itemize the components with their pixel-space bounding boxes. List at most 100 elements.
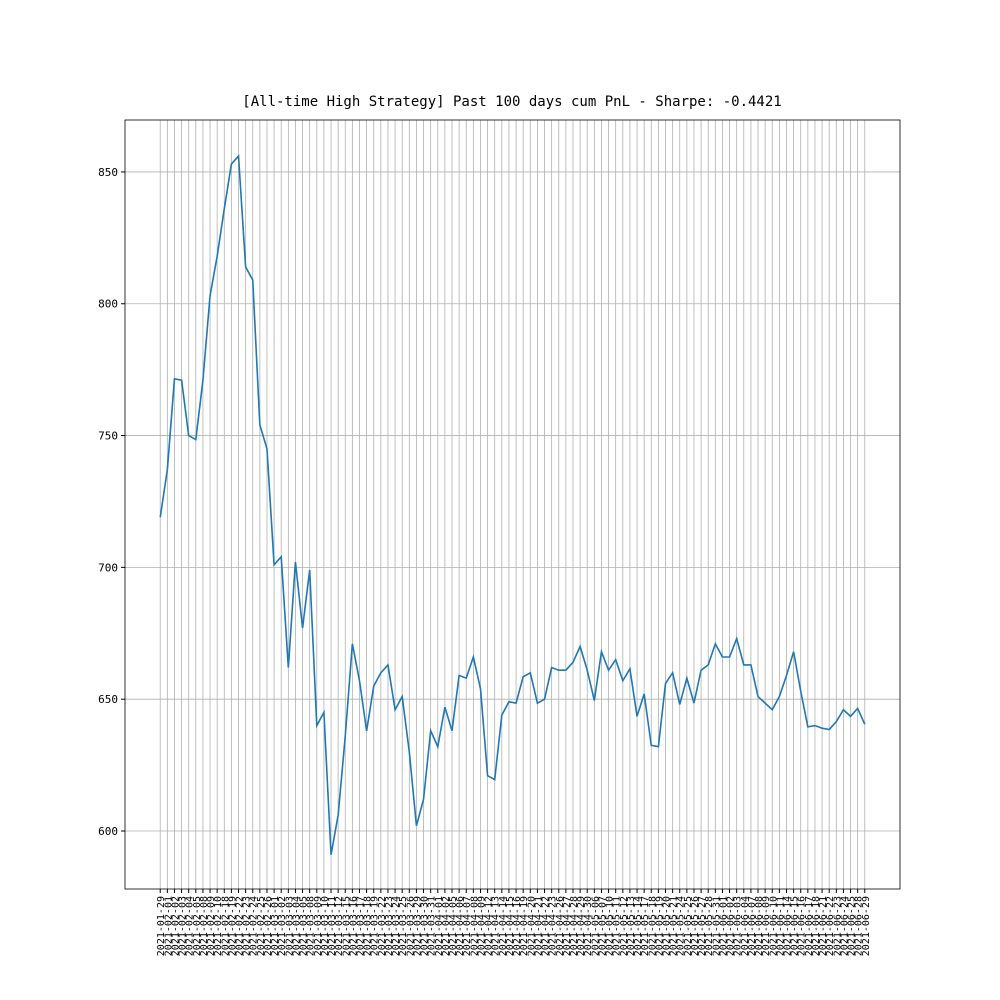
x-tick-label: 2021-06-15 — [790, 896, 801, 956]
x-tick-label: 2021-03-10 — [320, 896, 331, 956]
x-tick-label: 2021-03-31 — [427, 896, 438, 956]
y-tick-label: 650 — [98, 693, 118, 706]
y-tick-label: 750 — [98, 430, 118, 443]
x-tick-label: 2021-03-23 — [384, 896, 395, 956]
x-tick-label: 2021-04-16 — [512, 896, 523, 956]
x-tick-label: 2021-02-22 — [235, 896, 246, 956]
x-tick-label: 2021-05-31 — [711, 896, 722, 956]
x-tick-label: 2021-04-23 — [548, 896, 559, 956]
line — [159, 154, 866, 855]
x-tick-label: 2021-04-19 — [519, 896, 530, 956]
x-tick-label: 2021-04-29 — [576, 896, 587, 956]
x-tick-label: 2021-03-19 — [370, 896, 381, 956]
x-tick-label: 2021-06-14 — [782, 896, 793, 956]
x-tick-label: 2021-02-03 — [178, 896, 189, 956]
x-tick-label: 2021-04-05 — [448, 896, 459, 956]
x-tick-label: 2021-06-11 — [775, 896, 786, 956]
x-tick-label: 2021-06-08 — [754, 896, 765, 956]
x-tick-label: 2021-06-29 — [861, 896, 872, 956]
x-tick-label: 2021-04-08 — [469, 896, 480, 956]
x-tick-label: 2021-05-28 — [704, 896, 715, 956]
x-tick-label: 2021-06-02 — [726, 896, 737, 956]
x-tick-label: 2021-02-23 — [242, 896, 253, 956]
x-tick-label: 2021-04-12 — [484, 896, 495, 956]
x-tick-label: 2021-05-12 — [619, 896, 630, 956]
x-tick-label: 2021-04-22 — [541, 896, 552, 956]
chart-title: [All-time High Strategy] Past 100 days c… — [242, 94, 781, 110]
x-tick-label: 2021-03-01 — [270, 896, 281, 956]
plot-frame — [124, 119, 901, 890]
y-tick-label: 850 — [98, 166, 118, 179]
y-tick-label: 600 — [98, 825, 118, 838]
x-tick-label: 2021-06-28 — [854, 896, 865, 956]
x-tick-label: 2021-02-02 — [170, 896, 181, 956]
x-tick-label: 2021-02-01 — [163, 896, 174, 956]
x-tick-label: 2021-06-01 — [718, 896, 729, 956]
x-tick-label: 2021-04-06 — [455, 896, 466, 956]
x-tick-label: 2021-03-15 — [341, 896, 352, 956]
x-tick-label: 2021-03-16 — [348, 896, 359, 956]
x-tick-label: 2021-02-10 — [213, 896, 224, 956]
x-tick-label: 2021-03-29 — [412, 896, 423, 956]
x-tick-label: 2021-02-05 — [192, 896, 203, 956]
x-tick-label: 2021-05-17 — [640, 896, 651, 956]
x-tick-label: 2021-06-18 — [811, 896, 822, 956]
x-tick-label: 2021-05-20 — [662, 896, 673, 956]
x-tick-label: 2021-03-04 — [291, 896, 302, 956]
x-tick-label: 2021-04-20 — [526, 896, 537, 956]
x-tick-label: 2021-05-25 — [683, 896, 694, 956]
x-tick-label: 2021-05-24 — [676, 896, 687, 956]
x-tick-label: 2021-03-05 — [299, 896, 310, 956]
y-tick-label: 700 — [98, 561, 118, 574]
x-tick-label: 2021-01-29 — [156, 896, 167, 956]
x-tick-label: 2021-06-16 — [797, 896, 808, 956]
x-tick-label: 2021-04-30 — [583, 896, 594, 956]
x-tick-label: 2021-02-19 — [227, 896, 238, 956]
x-tick-label: 2021-05-10 — [605, 896, 616, 956]
x-tick-label: 2021-05-26 — [690, 896, 701, 956]
x-tick-label: 2021-04-13 — [491, 896, 502, 956]
x-tick-label: 2021-06-17 — [804, 896, 815, 956]
x-tick-label: 2021-05-06 — [590, 896, 601, 956]
x-tick-label: 2021-05-19 — [654, 896, 665, 956]
x-tick-label: 2021-03-02 — [277, 896, 288, 956]
x-tick-label: 2021-06-07 — [747, 896, 758, 956]
x-tick-label: 2021-06-23 — [832, 896, 843, 956]
x-tick-label: 2021-03-24 — [391, 896, 402, 956]
x-tick-label: 2021-02-04 — [185, 896, 196, 956]
x-tick-label: 2021-02-18 — [220, 896, 231, 956]
x-tick-label: 2021-02-25 — [256, 896, 267, 956]
x-tick-label: 2021-06-21 — [818, 896, 829, 956]
x-tick-label: 2021-05-14 — [633, 896, 644, 956]
x-tick-label: 2021-04-01 — [434, 896, 445, 956]
x-tick-label: 2021-04-09 — [476, 896, 487, 956]
x-tick-label: 2021-04-21 — [533, 896, 544, 956]
x-tick-label: 2021-04-02 — [441, 896, 452, 956]
x-tick-label: 2021-02-26 — [263, 896, 274, 956]
x-tick-label: 2021-04-07 — [462, 896, 473, 956]
x-tick-label: 2021-03-08 — [306, 896, 317, 956]
x-tick-label: 2021-04-14 — [498, 896, 509, 956]
x-tick-label: 2021-03-09 — [313, 896, 324, 956]
x-tick-label: 2021-03-11 — [327, 896, 338, 956]
x-tick-label: 2021-06-04 — [740, 896, 751, 956]
x-tick-label: 2021-05-27 — [697, 896, 708, 956]
x-tick-label: 2021-03-18 — [363, 896, 374, 956]
x-tick-label: 2021-04-26 — [555, 896, 566, 956]
x-tick-label: 2021-03-17 — [355, 896, 366, 956]
x-tick-label: 2021-05-07 — [597, 896, 608, 956]
x-tick-label: 2021-04-15 — [505, 896, 516, 956]
x-tick-label: 2021-03-22 — [377, 896, 388, 956]
x-tick-label: 2021-06-03 — [733, 896, 744, 956]
x-tick-label: 2021-03-30 — [420, 896, 431, 956]
x-tick-label: 2021-02-08 — [199, 896, 210, 956]
y-tick-label: 800 — [98, 298, 118, 311]
x-tick-label: 2021-06-10 — [768, 896, 779, 956]
x-tick-label: 2021-03-03 — [284, 896, 295, 956]
x-tick-label: 2021-05-13 — [626, 896, 637, 956]
x-tick-label: 2021-05-11 — [612, 896, 623, 956]
x-tick-label: 2021-06-25 — [847, 896, 858, 956]
x-tick-label: 2021-06-09 — [761, 896, 772, 956]
